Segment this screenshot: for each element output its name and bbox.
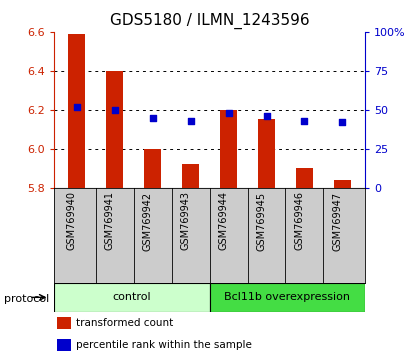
Bar xyxy=(68,34,85,188)
Text: GSM769941: GSM769941 xyxy=(105,192,115,250)
Bar xyxy=(57,339,71,350)
Title: GDS5180 / ILMN_1243596: GDS5180 / ILMN_1243596 xyxy=(110,13,310,29)
Bar xyxy=(144,149,161,188)
Bar xyxy=(220,110,237,188)
Point xyxy=(339,119,346,125)
Text: GSM769946: GSM769946 xyxy=(295,192,305,250)
Point xyxy=(263,113,270,119)
Text: Bcl11b overexpression: Bcl11b overexpression xyxy=(225,292,350,302)
Text: control: control xyxy=(112,292,151,302)
Text: GSM769940: GSM769940 xyxy=(67,192,77,250)
Text: percentile rank within the sample: percentile rank within the sample xyxy=(76,339,251,350)
Text: GSM769943: GSM769943 xyxy=(181,192,190,250)
Point xyxy=(301,118,308,124)
Point xyxy=(187,118,194,124)
Text: protocol: protocol xyxy=(4,294,49,304)
Text: GSM769947: GSM769947 xyxy=(332,192,342,251)
Point xyxy=(225,110,232,116)
Text: GSM769945: GSM769945 xyxy=(256,192,266,251)
Point xyxy=(149,115,156,120)
Bar xyxy=(334,180,351,188)
Bar xyxy=(210,283,365,312)
Point xyxy=(111,107,118,113)
Bar xyxy=(106,71,123,188)
Bar xyxy=(296,168,313,188)
Text: GSM769944: GSM769944 xyxy=(219,192,229,250)
Text: GSM769942: GSM769942 xyxy=(143,192,153,251)
Bar xyxy=(57,318,71,329)
Bar xyxy=(182,164,199,188)
Bar xyxy=(54,283,210,312)
Point xyxy=(73,104,80,109)
Bar xyxy=(258,119,275,188)
Text: transformed count: transformed count xyxy=(76,318,173,329)
